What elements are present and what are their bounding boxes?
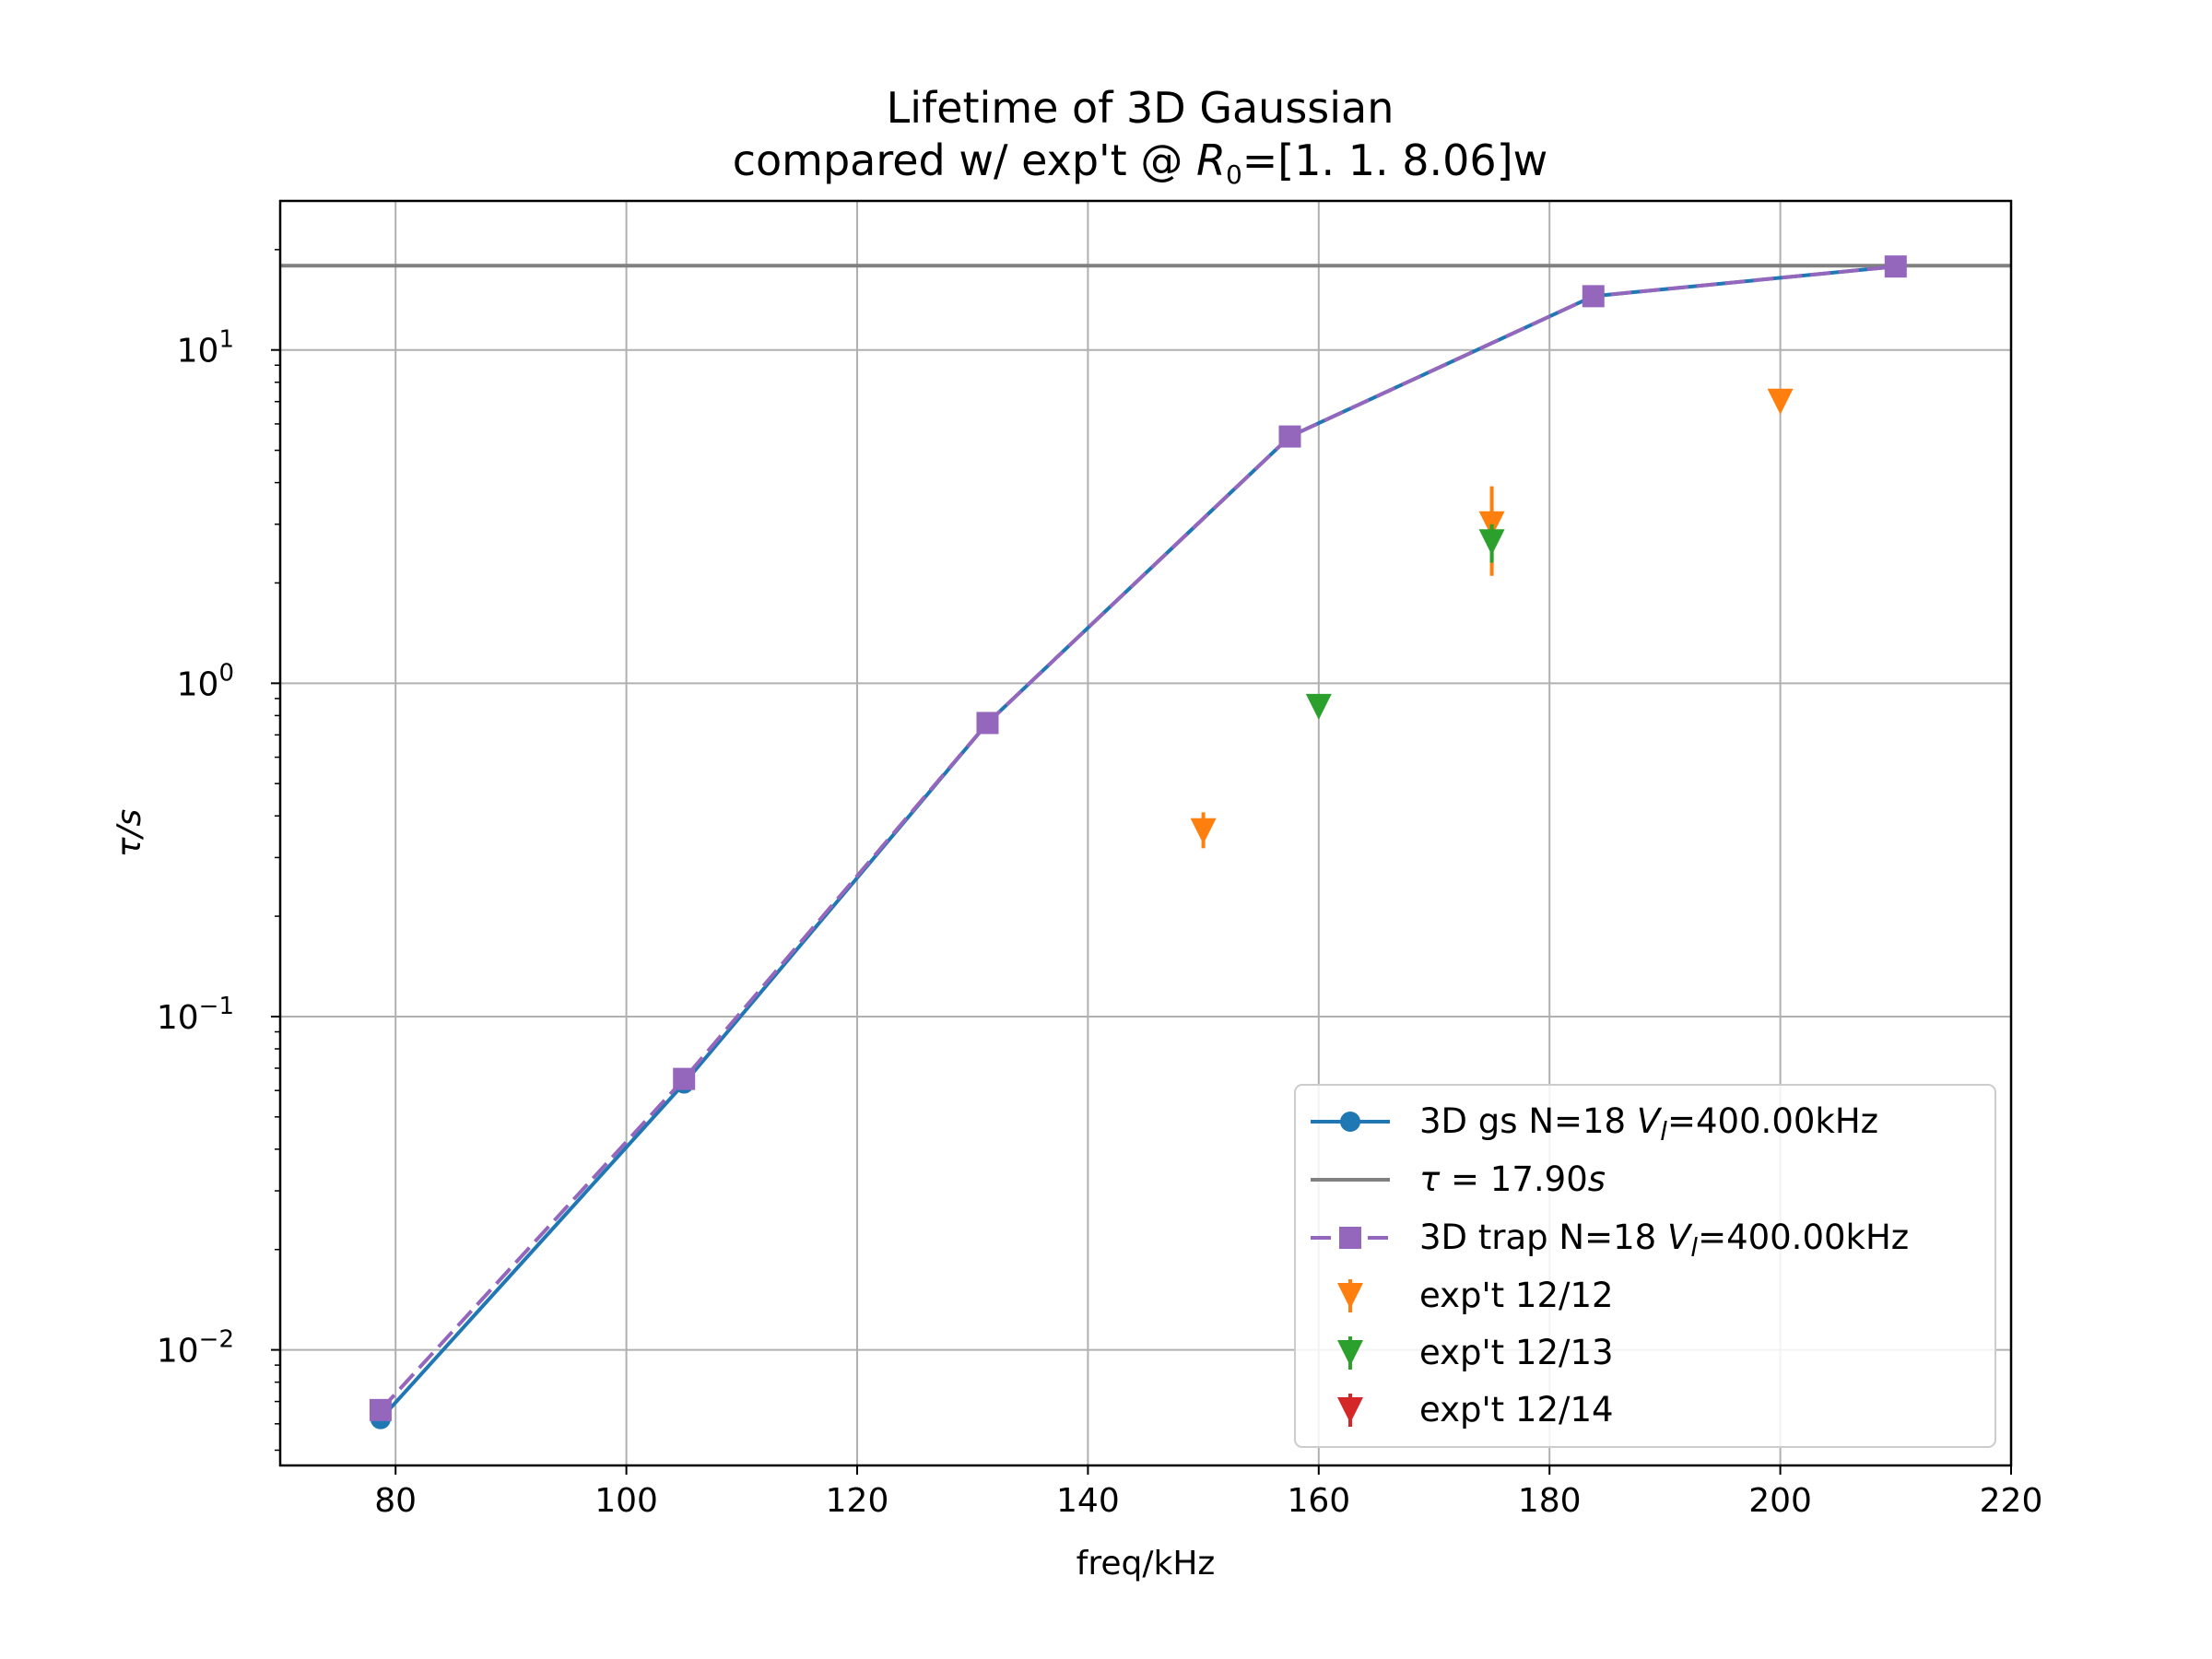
plot-frame [278,199,2013,1467]
legend-label-exp-1214: exp't 12/14 [1419,1390,1614,1430]
series-marker-trap [1884,255,1907,278]
legend-marker-trap [1339,1227,1361,1249]
x-tick-label: 200 [1748,1482,1812,1520]
x-tick-label: 100 [594,1482,658,1520]
exp-marker-e1212 [1767,388,1794,415]
series-marker-trap [1278,425,1301,448]
legend-label-exp-1213: exp't 12/13 [1419,1333,1614,1372]
y-tick-label: 10−2 [157,1326,234,1371]
legend-marker-e1213 [1337,1340,1363,1366]
series-marker-trap [673,1067,696,1090]
y-tick-label: 100 [177,659,234,703]
legend-marker-e1214 [1337,1397,1363,1423]
series-marker-trap [976,712,999,735]
x-tick-label: 140 [1056,1482,1120,1520]
x-tick-label: 220 [1980,1482,2043,1520]
axis-ticks: 80 100 120 140 160 180 200 220 10−2 10−1 100 101 [157,249,2043,1520]
y-tick-label: 10−1 [157,993,234,1037]
exp-marker-e1212 [1190,818,1217,844]
series-marker-trap [1582,285,1605,308]
y-axis-label: τ/s [111,809,148,858]
chart-title-line1: Lifetime of 3D Gaussian [887,83,1394,133]
y-tick-label: 101 [177,326,234,371]
x-tick-label: 160 [1287,1482,1350,1520]
exp-marker-e1213 [1478,529,1505,556]
plot-data [280,255,2011,1430]
legend-label-trap: 3D trap N=18 Vl=400.00kHz [1419,1218,1909,1263]
legend-box [1294,1084,1996,1448]
series-line-trap [379,265,1896,1412]
x-tick-label: 120 [826,1482,889,1520]
legend-marker-e1212 [1337,1283,1363,1309]
legend-marker-gs [1340,1112,1360,1132]
exp-marker-e1213 [1305,693,1332,720]
legend-label-gs: 3D gs N=18 Vl=400.00kHz [1419,1101,1878,1147]
series-marker-trap [369,1398,392,1421]
legend-symbols [1311,1112,1390,1427]
chart-title-line2: compared w/ exp't @ R0=[1. 1. 8.06]w [733,135,1548,190]
legend-label-exp-1212: exp't 12/12 [1419,1276,1614,1315]
x-axis-label: freq/kHz [1077,1545,1216,1583]
legend-label-tau: τ = 17.90s [1419,1159,1606,1199]
legend: 3D gs N=18 Vl=400.00kHz τ = 17.90s 3D tr… [1294,1084,1996,1448]
x-tick-label: 180 [1518,1482,1582,1520]
x-tick-label: 80 [374,1482,417,1520]
